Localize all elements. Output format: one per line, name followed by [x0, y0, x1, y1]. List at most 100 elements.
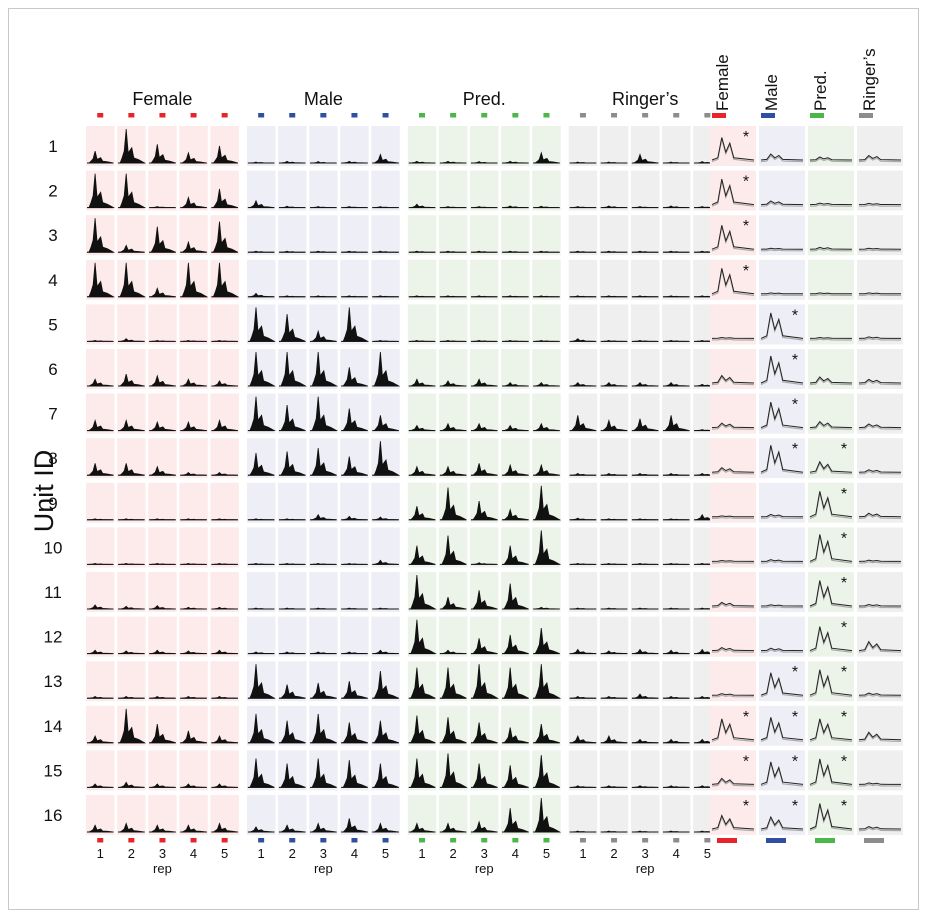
psth-cell-bg	[568, 126, 598, 166]
mean-sem-band	[809, 157, 853, 163]
psth-trace	[533, 485, 562, 521]
mean-trace	[760, 717, 804, 741]
psth-cell-bg	[599, 126, 629, 166]
mean-sem-band	[809, 204, 853, 207]
significance-asterisk: *	[743, 709, 749, 726]
mean-trace	[858, 292, 902, 295]
mean-trace	[760, 200, 804, 206]
psth-cell-bg	[662, 661, 691, 702]
psth-cell-bg	[179, 304, 208, 345]
rep-tick-label: 3	[481, 846, 488, 861]
psth-trace	[211, 822, 238, 833]
unit-id-label: 2	[48, 182, 57, 201]
psth-trace	[180, 240, 207, 253]
psth-cell-bg	[630, 438, 660, 479]
psth-cell-bg	[148, 304, 177, 345]
psth-cell-bg	[407, 170, 437, 211]
significance-asterisk: *	[743, 218, 749, 235]
psth-trace	[533, 755, 560, 788]
psth-cell-bg	[179, 795, 208, 835]
mean-sem-band	[858, 732, 902, 742]
rep-marker-bottom	[351, 838, 358, 843]
psth-cell-bg	[501, 393, 530, 434]
psth-trace	[247, 713, 275, 744]
psth-trace	[372, 351, 401, 387]
psth-trace	[87, 173, 116, 208]
psth-trace	[341, 456, 368, 476]
psth-trace	[502, 463, 529, 476]
mean-sem-band	[760, 817, 804, 832]
mean-trace	[711, 178, 755, 206]
psth-trace	[341, 307, 370, 342]
psth-cell-bg	[148, 170, 177, 211]
mean-sem-band	[711, 720, 755, 742]
psth-trace	[408, 822, 436, 833]
psth-cell-bg	[407, 259, 437, 300]
psth-trace	[118, 173, 147, 208]
psth-trace	[247, 351, 276, 387]
psth-cell-bg	[599, 527, 629, 568]
mean-trace	[760, 672, 804, 696]
psth-trace	[471, 820, 498, 833]
psth-trace	[149, 226, 176, 253]
psth-cell-bg	[179, 750, 208, 791]
psth-trace	[408, 758, 436, 788]
mean-trace	[711, 225, 755, 250]
psth-trace	[279, 351, 308, 387]
psth-cell-bg	[86, 527, 115, 568]
unit-id-label: 16	[44, 806, 63, 825]
mean-trace	[809, 376, 853, 384]
mean-sem-band	[711, 376, 755, 386]
psth-cell-bg	[278, 215, 307, 256]
psth-cell-bg	[340, 616, 369, 657]
psth-trace	[372, 670, 399, 699]
psth-cell-bg	[599, 705, 629, 746]
mean-trace	[809, 758, 853, 785]
psth-cell-bg	[246, 527, 276, 568]
mean-trace	[858, 469, 902, 473]
mean-trace	[711, 693, 755, 696]
mean-sem-band	[809, 720, 853, 742]
psth-trace	[502, 765, 529, 788]
group-header-male: Male	[304, 89, 343, 109]
psth-trace	[502, 508, 529, 521]
rep-marker-top	[642, 113, 649, 118]
psth-trace	[279, 684, 306, 699]
rep-tick-label: 4	[190, 846, 197, 861]
rep-marker-top	[351, 113, 358, 118]
mean-trace	[858, 559, 902, 562]
psth-cell-bg	[438, 304, 468, 345]
rep-axis-label: rep	[475, 861, 494, 876]
psth-trace	[118, 708, 147, 744]
psth-trace	[408, 574, 437, 610]
mean-trace	[809, 202, 853, 206]
significance-asterisk: *	[841, 575, 847, 592]
psth-cell-bg	[568, 572, 598, 612]
psth-cell-bg	[532, 215, 561, 256]
group-header-female: Female	[132, 89, 192, 109]
psth-cell-bg	[630, 795, 660, 835]
mean-sem-band	[809, 492, 853, 519]
mean-trace	[760, 355, 804, 384]
unit-id-label: 7	[48, 405, 57, 424]
rep-tick-label: 2	[128, 846, 135, 861]
mean-sem-band	[858, 380, 902, 386]
psth-cell-bg	[86, 304, 115, 345]
mean-trace	[809, 580, 853, 607]
psth-trace	[87, 150, 114, 164]
rep-marker-bottom	[382, 838, 389, 843]
mean-header-pred: Pred.	[811, 70, 830, 111]
rep-marker-top	[704, 113, 711, 118]
psth-cell-bg	[501, 349, 530, 389]
mean-sem-band	[858, 156, 902, 163]
group-header-ringer-s: Ringer’s	[612, 89, 678, 109]
significance-asterisk: *	[792, 352, 798, 369]
unit-id-label: 6	[48, 360, 57, 379]
psth-cell-bg	[532, 259, 561, 300]
mean-sem-band	[760, 249, 804, 252]
mean-trace	[858, 154, 902, 161]
psth-trace	[372, 415, 399, 431]
psth-cell-bg	[246, 215, 276, 256]
psth-cell-bg	[532, 304, 561, 345]
psth-cell-bg	[246, 126, 276, 166]
